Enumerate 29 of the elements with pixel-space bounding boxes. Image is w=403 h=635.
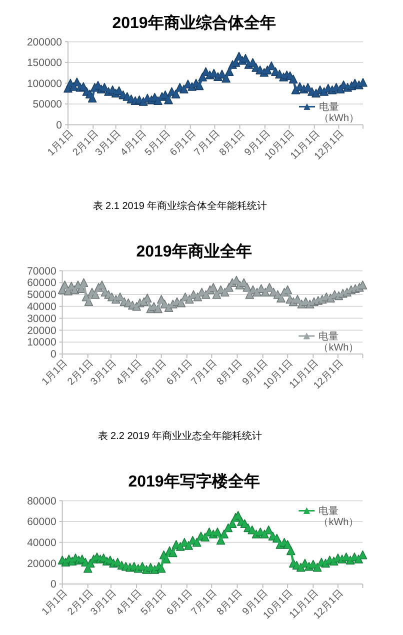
y-tick-label: 20000 [27, 324, 56, 337]
y-tick-label: 60000 [27, 516, 56, 528]
legend-label: 电量（kWh） [318, 330, 359, 354]
y-tick-label: 50000 [27, 289, 56, 302]
text: 表 2.2 2019 年商业业态全年能耗统计 [98, 430, 262, 442]
legend: 电量（kWh） [299, 102, 359, 124]
chart-title: 2019年写字楼全年 [128, 472, 260, 490]
y-tick-label: 0 [56, 119, 62, 132]
y-tick-label: 0 [50, 348, 56, 361]
y-tick-label: 0 [50, 578, 56, 591]
legend-label: 电量（kWh） [318, 505, 359, 528]
y-tick-label: 50000 [32, 98, 62, 111]
y-tick-label: 60000 [27, 277, 56, 290]
legend: 电量（kWh） [298, 506, 359, 528]
y-tick-label: 30000 [27, 312, 56, 325]
chart-title: 2019年商业综合体全年 [112, 14, 276, 32]
y-tick-label: 150000 [26, 57, 62, 70]
y-tick-label: 40000 [27, 536, 56, 549]
y-tick-label: 70000 [27, 265, 56, 278]
legend-label: 电量（kWh） [319, 101, 359, 124]
y-tick-label: 20000 [27, 558, 56, 570]
y-tick-label: 40000 [27, 301, 56, 313]
legend: 电量（kWh） [298, 332, 359, 354]
y-tick-label: 80000 [27, 495, 56, 508]
y-tick-label: 200000 [26, 36, 62, 48]
chart-title: 2019年商业全年 [136, 242, 252, 260]
text: 表 2.1 2019 年商业综合体全年能耗统计 [92, 200, 268, 212]
y-tick-label: 10000 [27, 336, 56, 349]
y-tick-label: 100000 [26, 78, 62, 90]
